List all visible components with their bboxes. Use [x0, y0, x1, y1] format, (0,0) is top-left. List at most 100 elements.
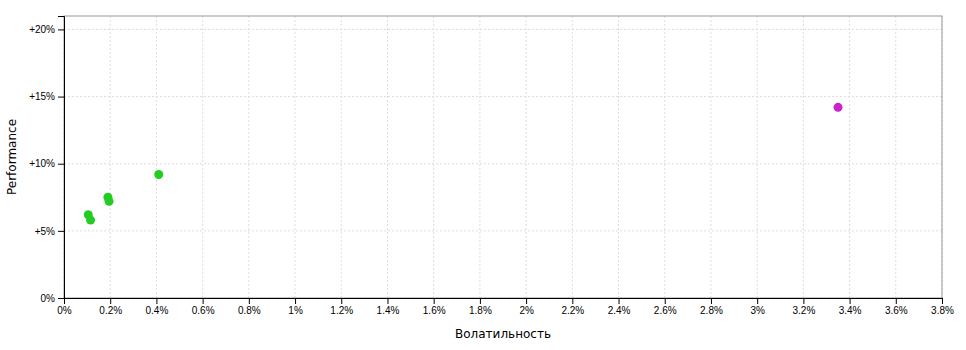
- tick: 3.6%: [885, 298, 908, 316]
- tick-label: 2.2%: [561, 305, 584, 316]
- plot: 0% 0.2% 0.4% 0.6% 0.8% 1% 1.2% 1.4% 1.6% 1.8% 2% 2.…: [29, 16, 954, 316]
- grid-line: [664, 16, 665, 298]
- grid-line: [710, 16, 711, 298]
- tick-mark: [58, 164, 64, 165]
- grid-line: [572, 16, 573, 298]
- x-axis: 0% 0.2% 0.4% 0.6% 0.8% 1% 1.2% 1.4% 1.6% 1.8% 2% 2.…: [57, 298, 954, 316]
- tick: 0.6%: [192, 298, 215, 316]
- series: [84, 170, 163, 225]
- grid-line: [156, 16, 157, 298]
- grid-line: [757, 16, 758, 298]
- point: [105, 197, 114, 206]
- tick: 0.2%: [99, 298, 122, 316]
- tick-mark: [850, 298, 851, 304]
- tick-mark: [58, 298, 64, 299]
- tick-mark: [58, 97, 64, 98]
- tick-label: 2.4%: [608, 305, 631, 316]
- tick-label: 0.6%: [192, 305, 215, 316]
- grid-line: [110, 16, 111, 298]
- y-axis-title: Performance: [5, 119, 19, 195]
- axis-line: [58, 17, 65, 299]
- grid-line: [64, 230, 942, 231]
- tick: +5%: [35, 226, 64, 237]
- tick: 1.4%: [377, 298, 400, 316]
- tick-mark: [341, 298, 342, 304]
- grid-line: [64, 29, 942, 30]
- grid-line: [618, 16, 619, 298]
- tick: 1.2%: [330, 298, 353, 316]
- tick: 2%: [519, 298, 534, 316]
- series: [834, 103, 843, 112]
- tick-label: 1.8%: [469, 305, 492, 316]
- tick: 2.8%: [700, 298, 723, 316]
- points: [84, 103, 843, 225]
- tick-mark: [295, 298, 296, 304]
- tick-label: 2%: [519, 305, 534, 316]
- tick: +15%: [29, 91, 64, 102]
- tick: 3.8%: [931, 298, 954, 316]
- chart: 0% 0.2% 0.4% 0.6% 0.8% 1% 1.2% 1.4% 1.6% 1.8% 2% 2.…: [0, 0, 966, 350]
- grid-line: [849, 16, 850, 298]
- tick-mark: [896, 298, 897, 304]
- tick-mark: [203, 298, 204, 304]
- tick: 2.4%: [608, 298, 631, 316]
- tick-mark: [249, 298, 250, 304]
- tick: 1.8%: [469, 298, 492, 316]
- tick-mark: [619, 298, 620, 304]
- grid-line: [433, 16, 434, 298]
- tick-mark: [526, 298, 527, 304]
- tick: 1.6%: [423, 298, 446, 316]
- tick: 2.2%: [561, 298, 584, 316]
- tick: 0.4%: [146, 298, 169, 316]
- tick: +20%: [29, 24, 64, 35]
- tick-label: +15%: [29, 91, 55, 102]
- grid-line: [295, 16, 296, 298]
- tick: 0.8%: [238, 298, 261, 316]
- grid-line: [387, 16, 388, 298]
- grid: [64, 16, 942, 298]
- tick-label: 2.6%: [654, 305, 677, 316]
- tick-label: +20%: [29, 24, 55, 35]
- tick-label: 3.6%: [885, 305, 908, 316]
- tick: 0%: [41, 293, 64, 304]
- tick-label: 0%: [57, 305, 72, 316]
- grid-line: [803, 16, 804, 298]
- tick-mark: [156, 298, 157, 304]
- tick-mark: [480, 298, 481, 304]
- grid-line: [64, 163, 942, 164]
- tick-mark: [110, 298, 111, 304]
- grid-line: [202, 16, 203, 298]
- grid-line: [526, 16, 527, 298]
- tick-mark: [58, 231, 64, 232]
- tick-label: 3.2%: [792, 305, 815, 316]
- tick-mark: [434, 298, 435, 304]
- grid-line: [248, 16, 249, 298]
- point: [86, 216, 95, 225]
- tick: 1%: [288, 298, 303, 316]
- tick-label: 0.4%: [146, 305, 169, 316]
- x-axis-title: Волатильность: [455, 327, 551, 341]
- plot-frame: [64, 16, 942, 298]
- tick-label: 3.4%: [839, 305, 862, 316]
- tick: 3%: [750, 298, 765, 316]
- tick-label: 1.4%: [377, 305, 400, 316]
- tick-label: 2.8%: [700, 305, 723, 316]
- tick-label: +10%: [29, 158, 55, 169]
- tick-label: 1%: [288, 305, 303, 316]
- tick-mark: [387, 298, 388, 304]
- tick-label: 0%: [41, 293, 56, 304]
- grid-line: [341, 16, 342, 298]
- grid-line: [895, 16, 896, 298]
- tick-label: 1.2%: [330, 305, 353, 316]
- grid-line: [64, 96, 942, 97]
- tick-label: +5%: [35, 226, 55, 237]
- tick-label: 1.6%: [423, 305, 446, 316]
- tick: +10%: [29, 158, 64, 169]
- axis-line: [65, 299, 943, 305]
- tick-label: 0.2%: [99, 305, 122, 316]
- y-axis: 0% +5% +10% +15% +20%: [29, 17, 64, 304]
- tick: 0%: [57, 298, 72, 316]
- tick-mark: [942, 298, 943, 304]
- tick-mark: [803, 298, 804, 304]
- tick-label: 3.8%: [931, 305, 954, 316]
